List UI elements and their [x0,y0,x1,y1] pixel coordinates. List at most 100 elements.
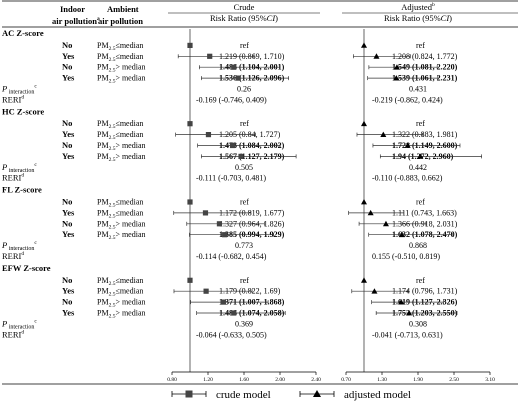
reri-label-3: RERId [2,329,24,339]
g0-r0-ambient: PM2.5≤median [97,41,143,52]
adjusted-tick-label-3: 2.50 [449,377,459,383]
p-label-2: P interactionc [1,240,37,252]
g1-r1-crude-point [205,132,212,138]
header-adjusted: Adjustedb [401,2,435,12]
g0-r3-ambient: PM2.5> median [97,74,146,85]
header-adjusted-sub: Risk Ratio (95%CI) [384,13,452,23]
g2-r3-indoor: Yes [62,229,75,239]
crude-tick-label-0: 0.80 [167,377,177,383]
g2-r0-ambient: PM2.5≤median [97,198,143,209]
header-ambient-2: air pollution [98,16,143,26]
g2-r3-adjusted-point [398,231,405,238]
g0-r1-indoor: Yes [62,51,75,61]
group-title-2: FL Z-score [2,185,42,195]
g3-r2-crude-point [220,299,226,305]
g2-r1-indoor: Yes [62,207,75,217]
g3-r2-ambient: PM2.5> median [97,298,146,309]
g1-r0-adjusted-point [361,120,367,127]
g2-r1-crude-text: 1.172 (0.819, 1.677) [219,208,285,217]
reri-adjusted-0: -0.219 (-0.862, 0.424) [372,95,443,104]
reri-crude-0: -0.169 (-0.746, 0.409) [196,95,267,104]
g1-r3-indoor: Yes [62,151,75,161]
g1-r0-crude-text: ref [240,119,249,128]
header-ambient: Ambient [107,4,139,14]
g1-r2-adjusted-point [404,142,411,148]
g1-r1-adjusted-text: 1.322 (0.883, 1.981) [392,130,458,139]
legend-crude-marker [185,390,193,398]
g1-r1-indoor: Yes [62,129,75,139]
g1-r1-ambient: PM2.5≤median [97,130,143,141]
adjusted-tick-label-1: 1.30 [377,377,387,383]
g3-r0-adjusted-point [361,277,367,283]
p-crude-2: 0.773 [235,241,253,250]
reri-adjusted-1: -0.110 (-0.883, 0.662) [372,174,443,183]
p-adjusted-3: 0.308 [409,319,427,328]
g0-r0-adjusted-point [361,42,367,48]
g0-r2-adjusted-point [393,64,400,70]
p-label-1: P interactionc [1,162,37,174]
crude-tick-label-3: 2.00 [275,377,285,383]
header-indoor-2: air pollutiona [52,16,100,26]
adjusted-tick-label-2: 1.90 [413,377,423,383]
g0-r3-indoor: Yes [62,73,75,83]
p-adjusted-0: 0.431 [409,85,427,94]
g0-r2-crude-point [231,64,237,70]
p-adjusted-2: 0.868 [409,241,427,250]
g0-r3-adjusted-point [393,75,400,81]
reri-crude-2: -0.114 (-0.682, 0.454) [196,252,267,261]
p-crude-3: 0.369 [235,319,253,328]
g2-r1-ambient: PM2.5≤median [97,208,143,219]
g1-r2-crude-point [229,142,236,149]
reri-crude-3: -0.064 (-0.633, 0.505) [196,330,267,339]
g3-r2-indoor: No [62,297,72,307]
g2-r1-adjusted-text: 1.111 (0.743, 1.663) [392,208,457,217]
g0-r1-crude-point [207,53,213,59]
g0-r0-adjusted-text: ref [416,41,425,50]
group-title-0: AC Z-score [2,28,44,38]
reri-crude-1: -0.111 (-0.703, 0.481) [196,174,266,183]
p-crude-0: 0.26 [237,85,251,94]
crude-tick-label-4: 2.40 [311,377,321,383]
g1-r1-adjusted-point [380,131,387,137]
reri-label-0: RERId [2,94,24,104]
p-label-3: P interactionc [1,318,37,330]
g3-r3-ambient: PM2.5> median [97,309,146,320]
group-title-3: EFW Z-score [2,263,51,273]
g2-r0-crude-point [187,199,193,205]
g1-r0-adjusted-text: ref [416,119,425,128]
g0-r2-ambient: PM2.5> median [97,63,146,74]
g2-r2-indoor: No [62,218,72,228]
g0-r1-adjusted-text: 1.208 (0.824, 1.772) [392,52,458,61]
legend-crude-label: crude model [216,389,271,401]
p-crude-1: 0.505 [235,163,253,172]
legend-adjusted-label: adjusted model [344,389,411,401]
g0-r0-indoor: No [62,40,72,50]
g1-r3-crude-point [238,153,244,159]
reri-adjusted-2: 0.155 (-0.510, 0.819) [372,252,440,261]
g0-r0-crude-text: ref [240,41,249,50]
g2-r1-adjusted-point [367,209,374,216]
g3-r3-indoor: Yes [62,308,75,318]
reri-label-1: RERId [2,173,24,183]
g2-r0-indoor: No [62,197,72,207]
adjusted-tick-label-4: 3.10 [485,377,495,383]
g1-r0-indoor: No [62,118,72,128]
legend-adjusted-marker [313,390,321,397]
g3-r1-adjusted-text: 1.174 (0.796, 1.731) [392,287,458,296]
g2-r0-crude-text: ref [240,198,249,207]
g3-r1-crude-point [203,288,209,294]
g0-r2-indoor: No [62,62,72,72]
header-crude-sub: Risk Ratio (95%CI) [210,13,278,23]
g0-r1-adjusted-point [373,53,380,59]
g3-r0-indoor: No [62,275,72,285]
g0-r0-crude-point [187,42,193,48]
g3-r1-adjusted-point [371,288,378,294]
g2-r2-crude-point [216,221,223,227]
g3-r1-ambient: PM2.5≤median [97,287,143,298]
g0-r1-ambient: PM2.5≤median [97,52,143,63]
adjusted-tick-label-0: 0.70 [341,377,351,383]
header-crude: Crude [234,2,255,12]
g3-r3-crude-point [231,310,237,316]
g2-r2-ambient: PM2.5> median [97,219,146,230]
